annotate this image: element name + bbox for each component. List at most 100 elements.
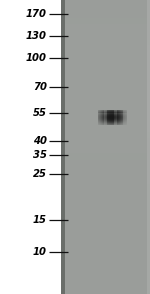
Bar	[126, 122, 127, 123]
Bar	[100, 117, 101, 118]
Bar	[65, 276, 150, 277]
Bar	[118, 119, 119, 120]
Bar	[112, 111, 113, 112]
Bar	[99, 124, 100, 125]
Bar	[65, 71, 150, 72]
Bar	[118, 122, 119, 123]
Bar	[117, 124, 118, 125]
Bar	[65, 31, 150, 32]
Bar	[65, 187, 150, 188]
Bar	[105, 123, 106, 124]
Bar	[102, 120, 103, 121]
Bar	[120, 117, 121, 118]
Bar	[117, 110, 118, 111]
Bar	[65, 55, 150, 56]
Bar	[110, 113, 111, 114]
Bar	[117, 120, 118, 121]
Bar	[99, 114, 100, 115]
Bar	[106, 122, 107, 123]
Bar	[121, 124, 122, 125]
Bar	[118, 115, 119, 116]
Bar	[110, 123, 111, 124]
Bar	[104, 120, 105, 121]
Bar	[103, 114, 104, 115]
Bar	[123, 124, 124, 125]
Bar	[123, 120, 124, 121]
Bar	[120, 111, 121, 112]
Bar	[65, 122, 150, 123]
Bar	[119, 117, 120, 118]
Bar	[105, 116, 106, 117]
Bar	[65, 242, 150, 243]
Bar	[125, 123, 126, 124]
Bar	[117, 123, 118, 124]
Bar	[98, 111, 99, 112]
Bar	[65, 288, 150, 289]
Bar	[112, 113, 113, 114]
Bar	[113, 112, 114, 113]
Bar	[65, 8, 150, 9]
Bar	[107, 112, 108, 113]
Bar	[110, 112, 111, 113]
Bar	[98, 123, 99, 124]
Bar	[98, 116, 99, 117]
Bar	[99, 121, 100, 122]
Bar	[117, 124, 118, 125]
Bar	[114, 123, 115, 124]
Bar	[113, 119, 114, 120]
Bar	[65, 3, 150, 4]
Bar	[98, 119, 99, 120]
Bar	[117, 112, 118, 113]
Bar	[101, 112, 102, 113]
Bar	[124, 115, 125, 116]
Bar	[103, 123, 104, 124]
Bar	[122, 123, 123, 124]
Bar	[98, 122, 99, 123]
Bar	[104, 122, 105, 123]
Bar	[113, 118, 114, 119]
Bar	[99, 112, 100, 113]
Bar	[65, 38, 150, 39]
Bar	[119, 111, 120, 112]
Bar	[114, 112, 115, 113]
Bar	[117, 119, 118, 120]
Bar	[65, 61, 150, 62]
Bar	[125, 110, 126, 111]
Bar	[100, 124, 101, 125]
Bar	[107, 116, 108, 117]
Bar	[65, 278, 150, 279]
Bar	[65, 104, 150, 105]
Bar	[116, 119, 117, 120]
Bar	[121, 116, 122, 117]
Bar	[65, 161, 150, 162]
Bar	[114, 119, 115, 120]
Bar	[115, 115, 116, 116]
Bar	[125, 112, 126, 113]
Bar	[65, 116, 150, 117]
Bar	[124, 121, 125, 122]
Bar	[103, 112, 104, 113]
Bar	[101, 123, 102, 124]
Bar	[102, 119, 103, 120]
Bar	[113, 114, 114, 115]
Bar	[125, 116, 126, 117]
Bar	[65, 269, 150, 270]
Text: 170: 170	[26, 9, 47, 19]
Bar	[101, 117, 102, 118]
Bar	[115, 123, 116, 124]
Bar	[110, 117, 111, 118]
Bar	[65, 244, 150, 245]
Bar	[110, 121, 111, 122]
Bar	[113, 115, 114, 116]
Bar	[118, 114, 119, 115]
Bar	[106, 119, 107, 120]
Bar	[106, 117, 107, 118]
Bar	[119, 123, 120, 124]
Bar	[101, 124, 102, 125]
Bar	[65, 73, 150, 74]
Bar	[100, 114, 101, 115]
Bar	[98, 116, 99, 117]
Bar	[108, 110, 109, 111]
Bar	[115, 123, 116, 124]
Bar	[119, 124, 120, 125]
